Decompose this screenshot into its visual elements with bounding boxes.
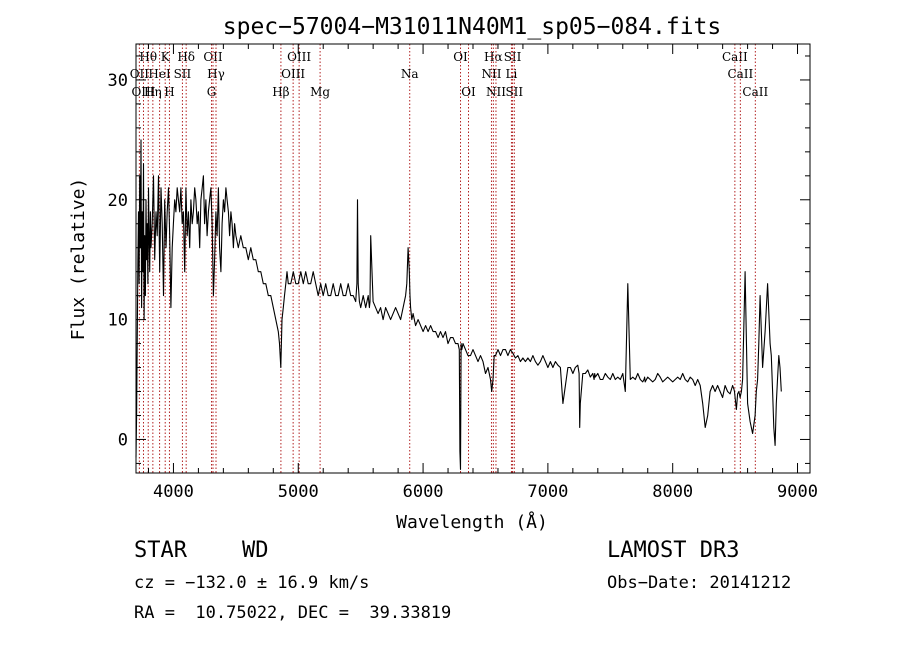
x-tick-label: 8000	[652, 482, 693, 502]
line-label: Hδ	[177, 50, 195, 64]
coordinates: RA = 10.75022, DEC = 39.33819	[134, 603, 452, 623]
line-label: Hβ	[272, 85, 289, 99]
line-label: HeI	[148, 67, 171, 81]
y-tick-label: 10	[108, 311, 128, 331]
redshift-cz: cz = −132.0 ± 16.9 km/s	[134, 573, 370, 593]
line-label: OII	[203, 50, 223, 64]
line-label: NII	[481, 67, 501, 81]
y-tick-label: 0	[118, 430, 128, 450]
survey-name: LAMOST DR3	[607, 538, 740, 563]
chart-title: spec−57004−M31011N40M1_sp05−084.fits	[223, 14, 722, 40]
line-label: OII	[130, 67, 150, 81]
y-tick-label: 30	[108, 71, 128, 91]
line-label: SII	[174, 67, 192, 81]
x-tick-label: 4000	[153, 482, 194, 502]
spectrum-trace	[135, 139, 782, 470]
line-label: Mg	[310, 85, 330, 99]
line-label: SII	[504, 50, 522, 64]
object-class: STAR	[134, 538, 187, 563]
line-label: OIII	[281, 67, 305, 81]
x-tick-label: 5000	[278, 482, 319, 502]
x-tick-label: 7000	[527, 482, 568, 502]
line-label: Hα	[484, 50, 503, 64]
axes: 4000 5000 6000 7000 8000 9000 0 10 20 30	[108, 43, 818, 502]
spectrum-trace-layer	[135, 139, 782, 470]
y-tick-label: 20	[108, 191, 128, 211]
line-label: OIII	[287, 50, 311, 64]
observation-date: Obs−Date: 20141212	[607, 573, 792, 593]
line-label: H	[164, 85, 174, 99]
line-label: Hγ	[207, 67, 225, 81]
line-label: Hθ	[139, 50, 157, 64]
x-tick-label: 6000	[403, 482, 444, 502]
line-label: Li	[506, 67, 518, 81]
line-label: CaII	[727, 67, 753, 81]
line-label: Na	[401, 67, 419, 81]
object-subclass: WD	[242, 538, 269, 563]
line-label: OIII	[131, 85, 155, 99]
x-tick-label: 9000	[777, 482, 818, 502]
line-label: SII	[505, 85, 523, 99]
line-label: OI	[453, 50, 468, 64]
line-label: CaII	[742, 85, 768, 99]
line-label: K	[161, 50, 171, 64]
line-label: G	[207, 85, 217, 99]
line-label: NII	[486, 85, 506, 99]
line-label: Hη	[144, 85, 162, 99]
line-label: OI	[461, 85, 476, 99]
line-label: CaII	[722, 50, 748, 64]
x-axis-label: Wavelength (Å)	[396, 511, 548, 533]
y-axis-label: Flux (relative)	[68, 178, 89, 341]
